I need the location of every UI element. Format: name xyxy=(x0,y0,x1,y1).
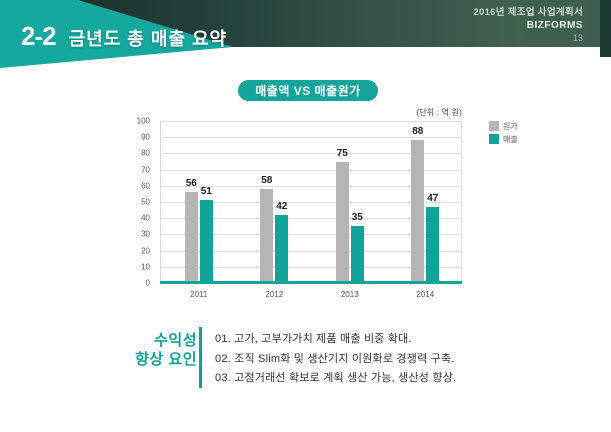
y-axis-tick: 40 xyxy=(141,213,150,223)
y-axis-tick: 50 xyxy=(141,197,150,207)
grid-line xyxy=(161,266,461,268)
section-number: 2-2 xyxy=(21,21,57,51)
factors-label-line1: 수익성 xyxy=(154,332,197,349)
bar-value-label: 42 xyxy=(276,200,288,212)
factors-label-line2: 향상 요인 xyxy=(135,351,197,368)
grid-line xyxy=(161,185,461,187)
brand-label: BIZFORMS xyxy=(526,20,583,31)
bar-cost xyxy=(260,189,274,283)
grid-line xyxy=(161,169,461,171)
x-axis-label: 2014 xyxy=(416,290,435,299)
bar-value-label: 35 xyxy=(351,212,363,224)
factors-divider xyxy=(199,327,202,388)
y-axis-tick: 100 xyxy=(136,116,150,126)
grid-line xyxy=(161,250,461,252)
grid-line xyxy=(161,137,461,139)
page-title: 금년도 총 매출 요약 xyxy=(68,29,228,49)
bar-value-label: 58 xyxy=(261,175,273,187)
legend-swatch-icon xyxy=(489,121,499,131)
legend-swatch-icon xyxy=(489,134,499,144)
chart-baseline xyxy=(160,281,462,284)
bar-cost xyxy=(335,161,349,283)
bar-sales xyxy=(426,206,440,283)
factor-item: 01. 고가, 고부가가치 제품 매출 비중 확대. xyxy=(215,333,412,345)
bar-cost xyxy=(411,140,425,283)
chart-title-badge: 매출액 VS 매출원가 xyxy=(238,80,378,101)
x-axis-label: 2011 xyxy=(190,290,208,299)
grid-line xyxy=(161,153,461,155)
document-subtitle: 2016년 제조업 사업계획서 xyxy=(473,7,583,18)
bar-value-label: 75 xyxy=(336,147,348,159)
header-meta: 2016년 제조업 사업계획서 BIZFORMS 13 xyxy=(473,6,583,45)
factor-item: 02. 조직 Slim화 및 생산기지 이원화로 경쟁력 구축. xyxy=(215,352,455,365)
legend-label: 원가 xyxy=(503,121,518,131)
y-axis-tick: 60 xyxy=(141,181,150,191)
factors-list: 01. 고가, 고부가가치 제품 매출 비중 확대. 02. 조직 Slim화 … xyxy=(215,330,456,389)
bar-sales xyxy=(275,214,289,283)
y-axis-tick: 0 xyxy=(145,278,150,288)
bar-sales xyxy=(350,226,364,283)
factors-label: 수익성 향상 요인 xyxy=(135,331,197,369)
y-axis-tick: 70 xyxy=(141,165,150,175)
y-axis-tick: 20 xyxy=(141,246,150,256)
grid-line xyxy=(161,121,461,122)
bar-cost xyxy=(184,192,198,283)
chart-yaxis: 0 10 20 30 40 50 60 70 80 90 100 xyxy=(125,117,155,288)
bar-value-label: 51 xyxy=(200,186,212,198)
legend-label: 매출 xyxy=(503,134,518,144)
bar-value-label: 56 xyxy=(185,178,197,190)
y-axis-tick: 80 xyxy=(141,148,150,158)
grid-line xyxy=(161,218,461,220)
legend-item: 매출 xyxy=(489,134,518,144)
header-right-strip xyxy=(600,0,611,57)
chart-unit-label: (단위 : 억 원) xyxy=(416,108,462,117)
grid-line xyxy=(161,202,461,203)
y-axis-tick: 90 xyxy=(141,132,150,142)
x-axis-label: 2013 xyxy=(340,290,359,299)
grid-line xyxy=(161,234,461,236)
y-axis-tick: 10 xyxy=(141,262,150,272)
page-number: 13 xyxy=(572,33,583,43)
x-axis-label: 2012 xyxy=(265,290,284,299)
bar-value-label: 88 xyxy=(412,126,424,138)
bar-sales xyxy=(199,200,213,283)
chart-plot: 56 51 2011 58 42 2012 75 35 2013 88 47 2014 xyxy=(160,121,462,299)
legend-item: 원가 xyxy=(489,121,518,131)
factor-item: 03. 고정거래선 확보로 계획 생산 가능, 생산성 향상. xyxy=(215,372,457,384)
y-axis-tick: 30 xyxy=(141,229,150,239)
bar-value-label: 47 xyxy=(427,192,439,204)
slide-title-group: 2-2 금년도 총 매출 요약 xyxy=(21,21,227,52)
